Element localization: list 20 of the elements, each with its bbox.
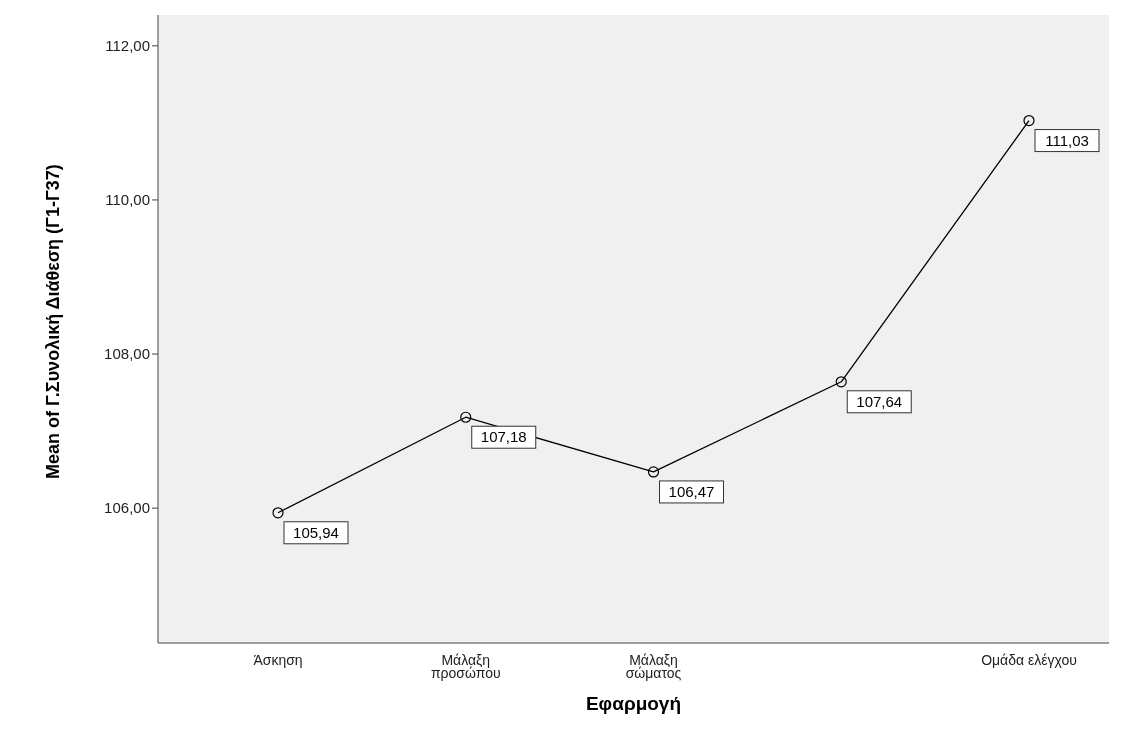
y-tick-label: 106,00 [104,499,150,517]
data-label: 111,03 [1045,131,1089,149]
y-tick-label: 108,00 [104,345,150,363]
data-label: 106,47 [668,482,715,500]
data-label: 105,94 [293,523,339,541]
point [647,466,660,478]
y-tick-label: 112,00 [105,37,150,55]
x-axis-title: Εφαρμογή [585,693,682,714]
point [835,376,847,388]
point [460,411,472,423]
x-tick-label: Μάλαξη σώματος [625,652,682,681]
x-tick-label: Μάλαξη προσώπου [430,652,501,681]
point [1023,114,1035,127]
data-label: 107,18 [480,428,527,446]
y-axis-title: Mean of Γ.Συνολική Διάθεση (Γ1-Γ37) [43,164,64,479]
x-tick-label: Άσκηση [253,652,303,668]
y-tick-label: 110,00 [105,191,150,209]
point [272,507,284,519]
x-tick-label: Ομάδα ελέγχου [981,652,1077,668]
data-label: 107,64 [856,392,903,410]
